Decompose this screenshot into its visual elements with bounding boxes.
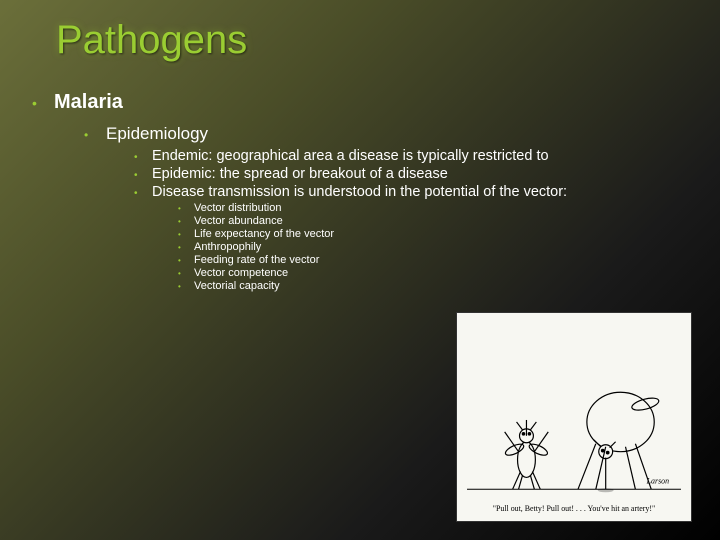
bullet-dot: •	[130, 170, 152, 181]
bullet-text: Malaria	[54, 91, 123, 114]
bullet-dot: •	[130, 152, 152, 163]
bullet-level-3: • Endemic: geographical area a disease i…	[130, 148, 720, 164]
bullet-level-4: • Vector abundance	[174, 215, 720, 227]
bullet-level-4: • Vector distribution	[174, 202, 720, 214]
bullet-text: Feeding rate of the vector	[194, 254, 319, 266]
bullet-dot: •	[174, 204, 194, 213]
bullet-dot: •	[130, 188, 152, 199]
bullet-text: Life expectancy of the vector	[194, 228, 334, 240]
bullet-level-4: • Feeding rate of the vector	[174, 254, 720, 266]
bullet-text: Endemic: geographical area a disease is …	[152, 148, 549, 164]
bullet-text: Epidemiology	[106, 124, 208, 144]
bullet-level-4: • Life expectancy of the vector	[174, 228, 720, 240]
bullet-text: Epidemic: the spread or breakout of a di…	[152, 166, 448, 182]
bullet-text: Vector competence	[194, 267, 288, 279]
bullet-text: Vector abundance	[194, 215, 283, 227]
bullet-dot: •	[174, 217, 194, 226]
bullet-dot: •	[28, 95, 54, 111]
bullet-level-4: • Vectorial capacity	[174, 280, 720, 292]
bullet-level-4: • Vector competence	[174, 267, 720, 279]
bullet-level-4: • Anthropophily	[174, 241, 720, 253]
bullet-level-1: • Malaria	[28, 91, 720, 114]
cartoon-signature: Larson	[646, 476, 669, 485]
cartoon-caption: "Pull out, Betty! Pull out! . . . You've…	[493, 504, 655, 513]
bullet-dot: •	[174, 230, 194, 239]
slide-title: Pathogens	[0, 0, 720, 63]
bullet-text: Disease transmission is understood in th…	[152, 184, 567, 200]
bullet-level-3: • Disease transmission is understood in …	[130, 184, 720, 200]
bullet-text: Anthropophily	[194, 241, 261, 253]
bullet-dot: •	[174, 243, 194, 252]
bullet-level-2: • Epidemiology	[80, 124, 720, 144]
bullet-level-3: • Epidemic: the spread or breakout of a …	[130, 166, 720, 182]
slide-content: • Malaria • Epidemiology • Endemic: geog…	[0, 63, 720, 292]
bullet-dot: •	[174, 282, 194, 291]
bullet-text: Vector distribution	[194, 202, 281, 214]
bullet-dot: •	[80, 128, 106, 142]
bullet-dot: •	[174, 269, 194, 278]
cartoon-image: Larson "Pull out, Betty! Pull out! . . .…	[456, 312, 692, 522]
bullet-dot: •	[174, 256, 194, 265]
bullet-text: Vectorial capacity	[194, 280, 280, 292]
